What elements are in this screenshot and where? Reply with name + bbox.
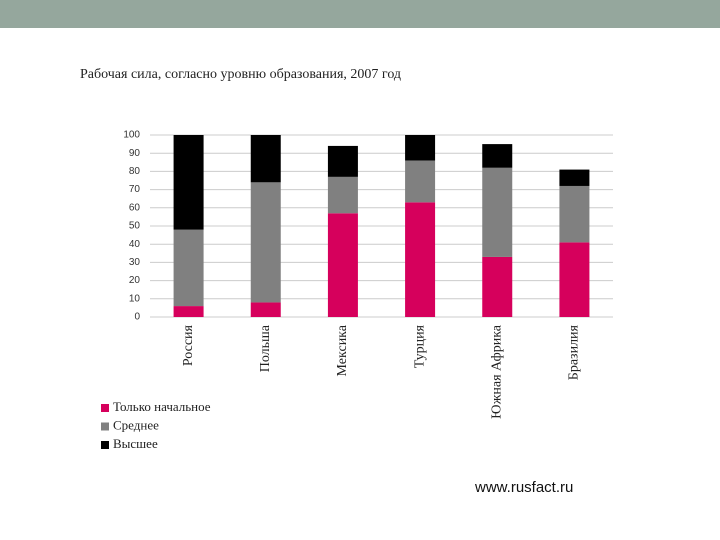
y-tick-label: 20 xyxy=(129,275,141,286)
bar-segment xyxy=(173,229,204,307)
y-tick-label: 60 xyxy=(129,202,141,213)
bar-segment xyxy=(559,185,590,243)
bar-segment xyxy=(250,302,281,317)
legend-swatch xyxy=(101,404,109,412)
bar-segment xyxy=(405,135,436,161)
bar-segment xyxy=(173,135,204,230)
legend-label: Среднее xyxy=(113,417,159,432)
bar-segment xyxy=(173,306,204,317)
y-tick-label: 100 xyxy=(123,130,140,141)
bar-segment xyxy=(482,144,513,168)
bar-segment xyxy=(250,182,281,303)
top-band xyxy=(0,0,720,28)
x-tick-label: Южная Африка xyxy=(489,324,504,419)
legend-label: Высшее xyxy=(113,436,158,451)
chart-title: Рабочая сила, согласно уровню образовани… xyxy=(80,67,401,82)
legend-label: Только начальное xyxy=(113,399,211,414)
y-tick-label: 80 xyxy=(129,166,141,177)
bar-segment xyxy=(559,169,590,186)
x-tick-label: Россия xyxy=(181,324,196,366)
legend-swatch xyxy=(101,441,109,449)
bar-segment xyxy=(405,160,436,203)
y-tick-label: 50 xyxy=(129,221,141,232)
footer: www.rusfact.ru xyxy=(474,479,573,496)
x-tick-label: Бразилия xyxy=(567,324,582,380)
bar-segment xyxy=(482,256,513,317)
y-tick-label: 10 xyxy=(129,293,141,304)
bar-segment xyxy=(405,202,436,317)
bar-segment xyxy=(327,145,358,177)
bar-segment xyxy=(482,167,513,257)
x-tick-label: Турция xyxy=(412,324,427,368)
y-tick-label: 70 xyxy=(129,184,141,195)
x-tick-label: Польша xyxy=(258,324,273,372)
y-tick-label: 30 xyxy=(129,257,141,268)
y-tick-label: 40 xyxy=(129,239,141,250)
bar-segment xyxy=(559,242,590,317)
bar-segment xyxy=(327,213,358,317)
legend-swatch xyxy=(101,422,109,431)
x-tick-label: Мексика xyxy=(335,324,350,376)
y-tick-label: 0 xyxy=(134,312,140,323)
bar-segment xyxy=(327,176,358,214)
y-tick-label: 90 xyxy=(129,148,141,159)
bar-segment xyxy=(250,135,281,183)
